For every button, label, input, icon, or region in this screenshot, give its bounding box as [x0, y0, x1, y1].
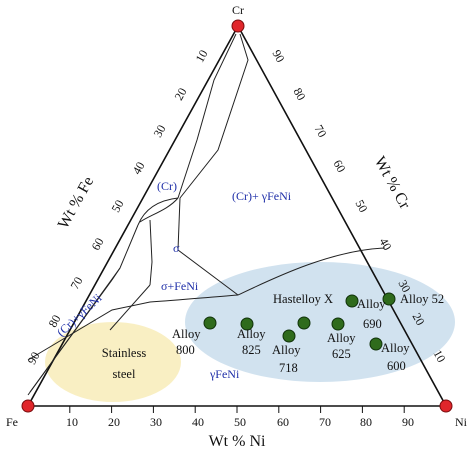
alloy-600-label-1: Alloy — [381, 341, 410, 355]
stainless-steel-region — [45, 322, 181, 402]
ni-corner-marker — [439, 399, 453, 413]
right-tick: 70 — [311, 122, 329, 139]
left-tick: 40 — [129, 159, 147, 176]
corner-label-cr: Cr — [232, 3, 244, 17]
alloy-600-marker — [369, 337, 383, 351]
right-tick: 10 — [430, 347, 448, 364]
bottom-tick: 30 — [150, 415, 162, 429]
alloy-800-label-2: 800 — [176, 343, 195, 357]
left-tick: 20 — [171, 85, 189, 102]
right-tick: 20 — [409, 310, 427, 327]
alloy-800-label-1: Alloy — [172, 327, 201, 341]
right-tick: 80 — [290, 85, 308, 102]
bottom-tick: 70 — [319, 415, 331, 429]
right-tick: 90 — [269, 47, 287, 64]
alloy-625-label-1: Alloy — [327, 331, 356, 345]
bottom-tick: 10 — [66, 415, 78, 429]
left-tick: 70 — [67, 274, 85, 291]
fe-corner-marker — [21, 399, 35, 413]
bottom-tick: 80 — [360, 415, 372, 429]
boundary-cr-solvus-right — [179, 33, 249, 199]
alloy-52-marker — [382, 292, 396, 306]
alloy-markers — [203, 292, 396, 351]
left-tick: 90 — [24, 349, 42, 366]
left-tick: 60 — [88, 235, 106, 252]
alloy-718-label-2: 718 — [279, 361, 298, 375]
phase-boundaries — [27, 33, 386, 396]
alloy-625-marker — [331, 317, 345, 331]
alloy-690-marker — [345, 294, 359, 308]
boundary-inner-1 — [29, 279, 113, 393]
phase-label-gamma: γFeNi — [209, 367, 240, 381]
alloy-825-marker — [240, 317, 254, 331]
hastelloy-label: Hastelloy X — [273, 292, 333, 306]
hastelloy-marker — [297, 316, 311, 330]
boundary-sigma-inner — [139, 197, 179, 223]
nickel-alloy-region — [185, 262, 455, 382]
boundary-sigma-top — [137, 197, 179, 226]
alloy-625-label-2: 625 — [332, 347, 351, 361]
right-tick: 40 — [376, 235, 394, 252]
left-axis-ticks: 90 80 70 60 50 40 30 20 10 — [24, 47, 210, 366]
left-tick: 10 — [192, 47, 210, 64]
alloy-718-marker — [282, 329, 296, 343]
right-tick: 30 — [395, 277, 413, 294]
boundary-sigma-left — [111, 224, 139, 281]
boundary-fcc-lower — [27, 294, 239, 361]
axis-title-cr: Wt % Cr — [371, 154, 414, 213]
phase-label-sigma-fe-ni: σ+FeNi — [161, 279, 199, 293]
right-axis-ticks: 10 20 30 40 50 60 70 80 90 — [269, 47, 448, 364]
phase-label-sigma: σ — [173, 241, 180, 255]
corner-label-fe: Fe — [6, 415, 18, 429]
boundary-gamma-solvus — [237, 247, 386, 296]
alloy-690-label-2: 690 — [363, 317, 382, 331]
boundary-cr-solvus-left — [177, 33, 237, 199]
bottom-tick: 60 — [277, 415, 289, 429]
bottom-tick: 50 — [234, 415, 246, 429]
tick-marks — [69, 406, 405, 413]
stainless-steel-label-2: steel — [113, 367, 136, 381]
alloy-825-label-1: Alloy — [237, 327, 266, 341]
left-tick: 80 — [45, 312, 63, 329]
alloy-825-label-2: 825 — [242, 343, 261, 357]
boundary-sigma-mid — [149, 219, 153, 286]
axis-title-ni: Wt % Ni — [209, 433, 266, 450]
alloy-52-label: Alloy 52 — [400, 292, 444, 306]
alloy-718-label-1: Alloy — [272, 343, 301, 357]
stainless-steel-label-1: Stainless — [102, 346, 147, 360]
alloy-800-marker — [203, 316, 217, 330]
bottom-tick: 90 — [402, 415, 414, 429]
cr-corner-marker — [231, 19, 245, 33]
bottom-tick: 40 — [192, 415, 204, 429]
axis-title-fe: Wt % Fe — [55, 174, 97, 232]
boundary-sigma-right — [177, 197, 239, 296]
right-tick: 50 — [352, 197, 370, 214]
alloy-600-label-2: 600 — [387, 359, 406, 373]
boundary-inner-2 — [109, 284, 151, 331]
phase-label-cr-gamma: (Cr)+ γFeNi — [232, 189, 292, 203]
alloy-labels: Alloy 800 Alloy 825 Alloy 718 Hastelloy … — [172, 292, 444, 375]
bottom-axis-ticks: 10 20 30 40 50 60 70 80 90 — [66, 415, 414, 429]
phase-label-cr: (Cr) — [157, 179, 177, 193]
alloy-690-label-1: Alloy — [357, 297, 386, 311]
right-tick: 60 — [330, 157, 348, 174]
corner-label-ni: Ni — [455, 415, 468, 429]
bottom-tick: 20 — [108, 415, 120, 429]
left-tick: 30 — [150, 122, 168, 139]
left-tick: 50 — [108, 197, 126, 214]
